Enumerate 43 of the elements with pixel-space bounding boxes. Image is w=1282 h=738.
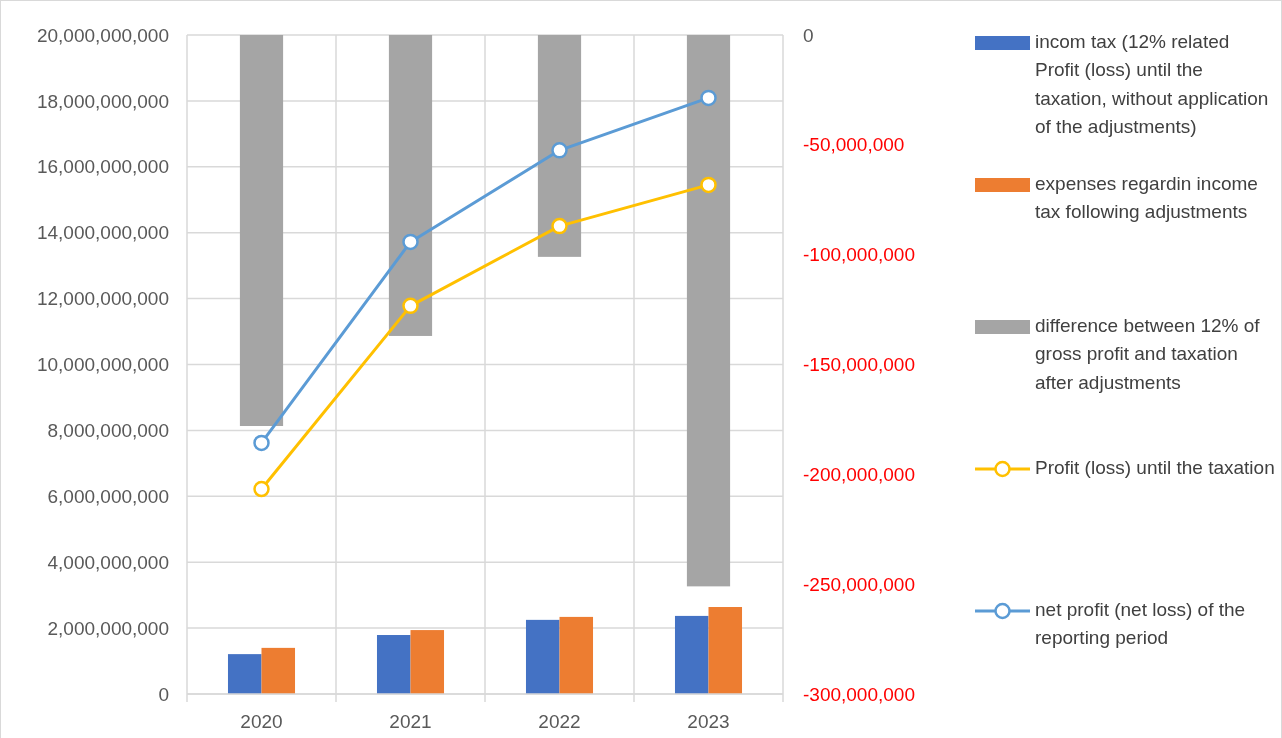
x-tick-label: 2022 (538, 711, 581, 732)
y-tick-label: 8,000,000,000 (47, 420, 169, 442)
y-tick-label: 18,000,000,000 (36, 90, 169, 112)
point (402, 297, 419, 315)
legend-label: difference between 12% of gross profit and taxation after adjustments (1035, 314, 1261, 393)
y-tick-label: 4,000,000,000 (47, 551, 169, 573)
legend-label: Profit (loss) until the taxation (1035, 456, 1275, 478)
point (700, 89, 717, 107)
y-tick-label: 10,000,000,000 (36, 354, 169, 376)
point (700, 176, 717, 194)
bar (674, 615, 709, 694)
x-tick-label: 2021 (389, 711, 432, 732)
y2-tick-label: -50,000,000 (803, 134, 905, 156)
bar (261, 647, 296, 694)
point (253, 480, 270, 498)
y2-tick-label: -250,000,000 (803, 573, 915, 595)
point (253, 434, 270, 452)
legend-label: incom tax (12% related Profit (loss) until the taxation, without application of the adjustments) (1035, 30, 1269, 138)
x-tick-label: 2023 (687, 711, 730, 732)
legend-label: expenses regardin income tax following adjustments (1035, 172, 1258, 223)
bar (525, 619, 560, 694)
bar (227, 654, 262, 694)
bar (376, 635, 411, 694)
y2-tick-label: 0 (803, 24, 814, 46)
y-tick-label: 12,000,000,000 (36, 288, 169, 310)
y2-tick-label: -150,000,000 (803, 354, 915, 376)
bar (410, 630, 445, 694)
y-tick-label: 14,000,000,000 (36, 222, 169, 244)
y2-tick-label: -100,000,000 (803, 244, 915, 266)
y-tick-label: 20,000,000,000 (36, 24, 169, 46)
legend-label: net profit (net loss) of the reporting period (1035, 598, 1246, 649)
bar (708, 607, 743, 694)
y-tick-label: 6,000,000,000 (47, 485, 169, 507)
x-tick-label: 2020 (240, 711, 283, 732)
y-tick-label: 2,000,000,000 (47, 617, 169, 639)
y2-tick-label: -200,000,000 (803, 463, 915, 485)
point (551, 142, 568, 159)
y-tick-label: 16,000,000,000 (36, 156, 169, 178)
y-tick-label: 0 (158, 683, 169, 705)
y2-tick-label: -300,000,000 (803, 683, 915, 705)
point (402, 233, 419, 251)
point (551, 217, 568, 235)
bar (559, 616, 594, 694)
